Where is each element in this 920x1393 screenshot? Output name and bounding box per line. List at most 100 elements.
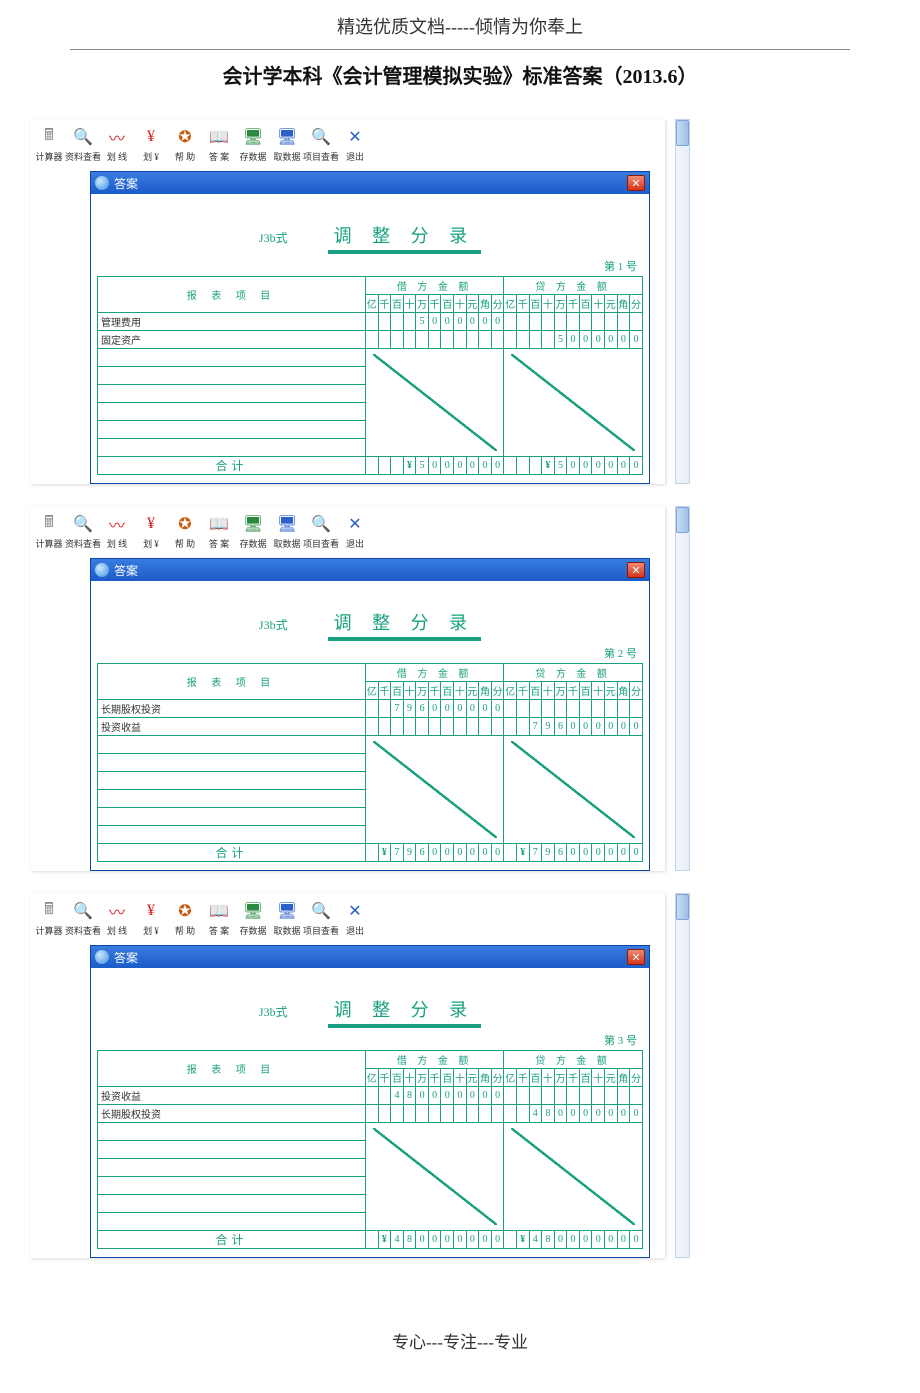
unit-cell: 十: [403, 682, 416, 700]
close-icon: ✕: [631, 177, 640, 190]
scroll-thumb[interactable]: [676, 120, 689, 146]
calculator-icon: 🖩: [37, 512, 61, 536]
view-button[interactable]: 🔍 项目查看: [306, 125, 336, 163]
unit-cell: 百: [391, 682, 404, 700]
digit-cell: 0: [454, 1087, 467, 1105]
view-button[interactable]: 🔍 项目查看: [306, 512, 336, 550]
save-button[interactable]: 🖥 存数据: [238, 512, 268, 550]
unit-cell: 万: [554, 682, 567, 700]
answer-button[interactable]: 📖 答 案: [204, 125, 234, 163]
digit-cell: [579, 313, 592, 331]
empty-row: [98, 421, 366, 439]
digit-cell: 4: [391, 1087, 404, 1105]
save-button[interactable]: 🖥 存数据: [238, 899, 268, 937]
close-icon: ✕: [631, 564, 640, 577]
search-button[interactable]: 🔍 资料查看: [68, 899, 98, 937]
total-digit: 0: [466, 844, 479, 862]
yen-button[interactable]: ¥ 划 ¥: [136, 899, 166, 937]
scrollbar[interactable]: [675, 506, 690, 871]
digit-cell: [542, 700, 555, 718]
toolbar-label: 划 线: [107, 537, 127, 550]
yen-button[interactable]: ¥ 划 ¥: [136, 125, 166, 163]
close-button[interactable]: ✕: [627, 175, 645, 191]
toolbar-label: 取数据: [273, 537, 300, 550]
digit-cell: 0: [441, 313, 454, 331]
empty-row: [98, 1213, 366, 1231]
digit-cell: 0: [428, 313, 441, 331]
total-digit: 0: [491, 1231, 504, 1249]
empty-row: [98, 736, 366, 754]
red-line-button[interactable]: 〰 划 线: [102, 899, 132, 937]
digit-cell: [604, 700, 617, 718]
answer-button[interactable]: 📖 答 案: [204, 899, 234, 937]
unit-cell: 角: [479, 295, 492, 313]
digit-cell: 6: [416, 700, 429, 718]
unit-cell: 元: [604, 682, 617, 700]
help-button[interactable]: ✪ 帮 助: [170, 512, 200, 550]
scroll-thumb[interactable]: [676, 507, 689, 533]
search-button[interactable]: 🔍 资料查看: [68, 125, 98, 163]
window-title: 答案: [114, 175, 627, 192]
unit-cell: 千: [567, 1069, 580, 1087]
digit-cell: 0: [491, 313, 504, 331]
load-button[interactable]: 🖥 取数据: [272, 899, 302, 937]
load-button[interactable]: 🖥 取数据: [272, 512, 302, 550]
digit-cell: 9: [403, 700, 416, 718]
save-button[interactable]: 🖥 存数据: [238, 125, 268, 163]
doc-title: 会计学本科《会计管理模拟实验》标准答案（2013.6）: [30, 60, 890, 89]
view-icon: 🔍: [309, 125, 333, 149]
empty-row: [98, 1195, 366, 1213]
empty-row: [98, 772, 366, 790]
digit-cell: 0: [479, 1087, 492, 1105]
toolbar-label: 退出: [346, 150, 364, 163]
total-digit: 0: [466, 1231, 479, 1249]
digit-cell: [617, 1087, 630, 1105]
col-project: 报 表 项 目: [98, 1051, 366, 1087]
exit-button[interactable]: ✕ 退出: [340, 512, 370, 550]
scrollbar[interactable]: [675, 893, 690, 1258]
digit-cell: 0: [428, 700, 441, 718]
unit-cell: 元: [466, 295, 479, 313]
exit-icon: ✕: [343, 125, 367, 149]
digit-cell: [592, 313, 605, 331]
close-button[interactable]: ✕: [627, 949, 645, 965]
view-button[interactable]: 🔍 项目查看: [306, 899, 336, 937]
total-digit: [504, 457, 517, 475]
load-button[interactable]: 🖥 取数据: [272, 125, 302, 163]
total-digit: 9: [403, 844, 416, 862]
save-icon: 🖥: [241, 125, 265, 149]
toolbar-label: 计算器: [35, 924, 62, 937]
calculator-button[interactable]: 🖩 计算器: [34, 125, 64, 163]
unit-cell: 千: [567, 682, 580, 700]
item-name: 固定资产: [98, 331, 366, 349]
voucher-table: 报 表 项 目 借 方 金 额 贷 方 金 额 亿千百十万千百十元角分亿千百十万…: [97, 663, 643, 862]
search-button[interactable]: 🔍 资料查看: [68, 512, 98, 550]
digit-cell: [630, 313, 643, 331]
calculator-button[interactable]: 🖩 计算器: [34, 899, 64, 937]
screenshot: 🖩 计算器 🔍 资料查看 〰 划 线 ¥ 划 ¥ ✪ 帮 助 📖 答 案: [30, 506, 890, 871]
toolbar-label: 取数据: [273, 150, 300, 163]
total-digit: 0: [428, 1231, 441, 1249]
exit-button[interactable]: ✕ 退出: [340, 125, 370, 163]
unit-cell: 分: [630, 1069, 643, 1087]
col-debit: 借 方 金 额: [366, 664, 504, 682]
digit-cell: 7: [391, 700, 404, 718]
digit-cell: 0: [466, 700, 479, 718]
help-button[interactable]: ✪ 帮 助: [170, 899, 200, 937]
close-button[interactable]: ✕: [627, 562, 645, 578]
digit-cell: 0: [479, 313, 492, 331]
digit-cell: 0: [491, 700, 504, 718]
calculator-button[interactable]: 🖩 计算器: [34, 512, 64, 550]
exit-button[interactable]: ✕ 退出: [340, 899, 370, 937]
unit-cell: 万: [416, 1069, 429, 1087]
doc-footer: 专心---专注---专业: [30, 1328, 890, 1353]
unit-cell: 千: [378, 682, 391, 700]
answer-button[interactable]: 📖 答 案: [204, 512, 234, 550]
yen-button[interactable]: ¥ 划 ¥: [136, 512, 166, 550]
red-line-button[interactable]: 〰 划 线: [102, 512, 132, 550]
help-button[interactable]: ✪ 帮 助: [170, 125, 200, 163]
scrollbar[interactable]: [675, 119, 690, 484]
digit-cell: 0: [567, 331, 580, 349]
scroll-thumb[interactable]: [676, 894, 689, 920]
red-line-button[interactable]: 〰 划 线: [102, 125, 132, 163]
